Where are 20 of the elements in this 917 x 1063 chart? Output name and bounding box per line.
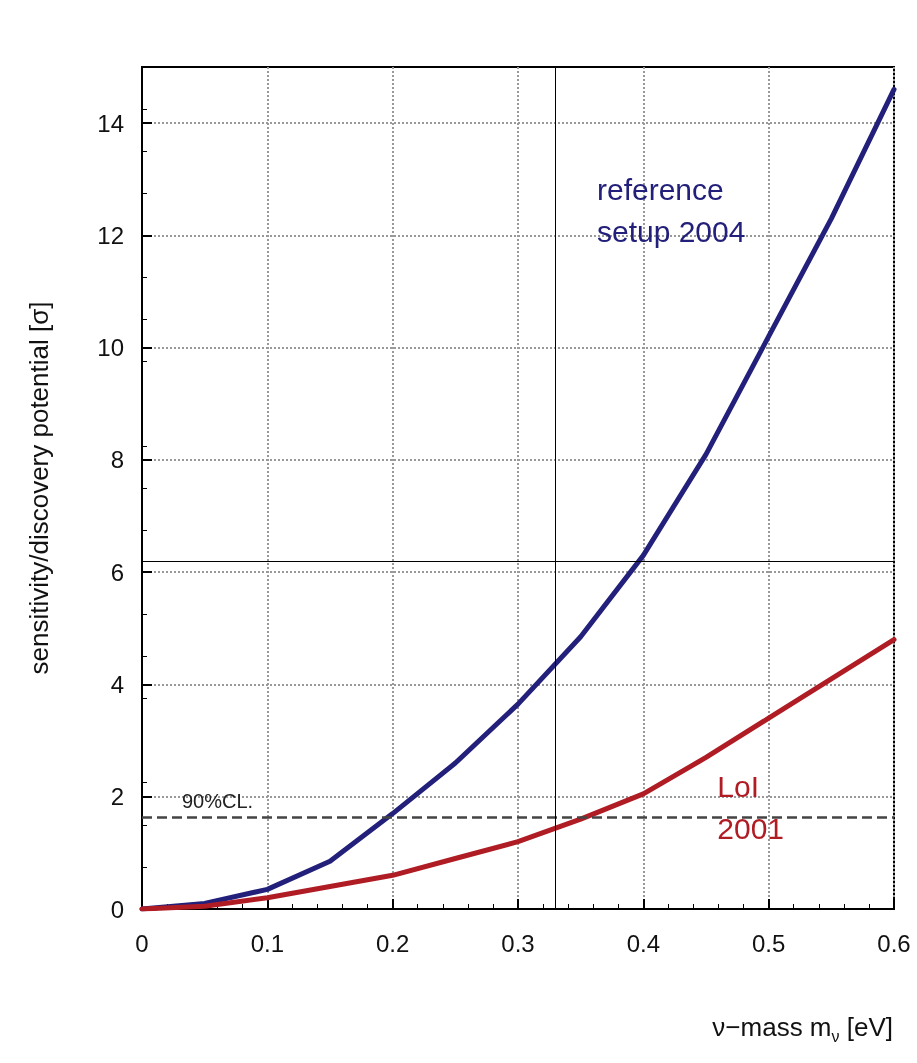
series-label: LoI 2001 xyxy=(717,770,785,846)
y-tick-label: 6 xyxy=(110,558,124,586)
y-tick-label: 0 xyxy=(110,895,124,923)
y-tick-label: 10 xyxy=(97,334,124,362)
y-axis-title: sensitivity/discovery potential [σ] xyxy=(24,301,54,675)
y-tick-label: 4 xyxy=(110,670,124,698)
x-tick-label: 0.5 xyxy=(751,929,786,957)
y-tick-label: 2 xyxy=(110,783,124,811)
y-tick-label: 14 xyxy=(97,109,124,137)
x-tick-label: 0 xyxy=(135,929,149,957)
x-tick-label: 0.4 xyxy=(626,929,661,957)
x-tick-label: 0.1 xyxy=(250,929,285,957)
ref-line-label: 90%CL. xyxy=(182,789,254,812)
x-tick-label: 0.2 xyxy=(375,929,410,957)
x-tick-label: 0.6 xyxy=(877,929,911,957)
y-tick-label: 8 xyxy=(110,446,124,474)
text: reference setup 2004 xyxy=(596,172,746,248)
x-tick-label: 0.3 xyxy=(501,929,535,957)
y-tick-label: 12 xyxy=(97,221,124,249)
x-axis-title: ν−mass m$_{ν}$ [eV] xyxy=(712,1012,893,1047)
